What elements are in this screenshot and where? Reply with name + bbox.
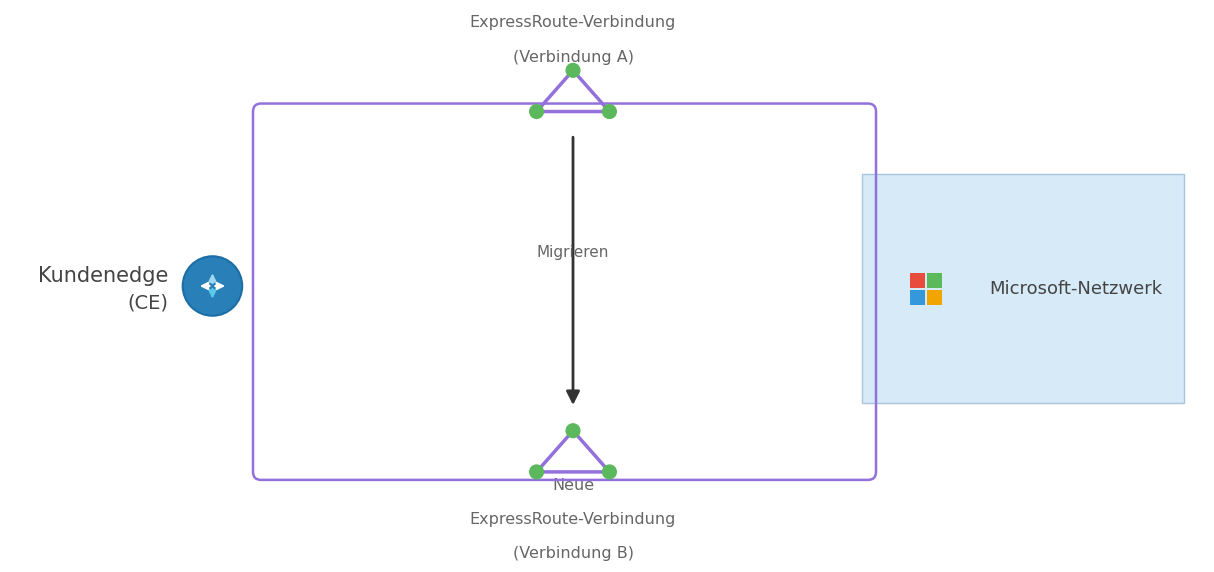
FancyBboxPatch shape [862,174,1184,403]
Text: ExpressRoute-Verbindung: ExpressRoute-Verbindung [470,15,676,30]
Bar [910,273,925,288]
Circle shape [529,105,544,118]
Text: Kundenedge: Kundenedge [38,266,168,285]
Text: Migrieren: Migrieren [537,245,609,260]
Text: (Verbindung A): (Verbindung A) [512,50,634,65]
Text: (Verbindung B): (Verbindung B) [512,546,634,561]
Text: Microsoft-Netzwerk: Microsoft-Netzwerk [989,280,1163,298]
Bar [910,289,925,304]
Circle shape [602,105,617,118]
Bar [927,289,942,304]
Circle shape [182,256,243,316]
Circle shape [566,63,580,77]
Circle shape [529,465,544,479]
Bar [927,273,942,288]
Text: Neue: Neue [552,478,594,492]
Circle shape [566,424,580,438]
Circle shape [602,465,617,479]
Text: (CE): (CE) [127,293,168,313]
Text: ExpressRoute-Verbindung: ExpressRoute-Verbindung [470,512,676,527]
